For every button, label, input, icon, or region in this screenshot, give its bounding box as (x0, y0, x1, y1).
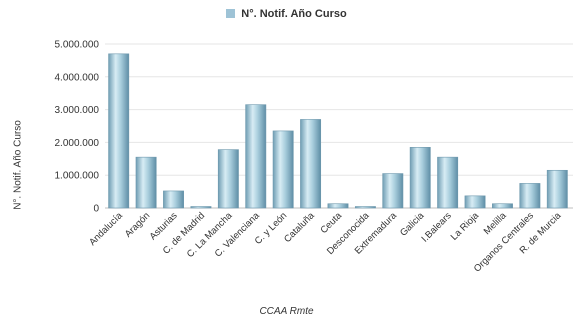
bar (409, 147, 431, 209)
x-tick-label: La Rioja (449, 210, 482, 243)
gridlines (105, 43, 573, 209)
bar (217, 149, 239, 209)
y-tick-label: 4.000.000 (55, 72, 100, 83)
bar (464, 195, 486, 209)
bar (108, 53, 130, 209)
bar (190, 206, 212, 209)
bars (108, 53, 568, 209)
bar (354, 206, 376, 209)
y-tick-label: 0 (93, 204, 99, 215)
bar (327, 203, 349, 209)
legend-label: N°. Notif. Año Curso (241, 8, 347, 20)
y-tick-label: 2.000.000 (55, 138, 100, 149)
legend-swatch (226, 9, 236, 18)
x-axis-title: CCAA Rmte (259, 306, 314, 317)
y-tick-label: 3.000.000 (55, 105, 100, 116)
bar (492, 203, 513, 209)
y-tick-labels: 0 1.000.000 2.000.000 3.000.000 4.000.000 5.0… (55, 40, 100, 215)
legend: N°. Notif. Año Curso (0, 8, 573, 20)
bar (163, 190, 184, 209)
bar (546, 169, 568, 209)
y-tick-label: 5.000.000 (55, 40, 100, 51)
bar (519, 183, 541, 209)
bar (382, 173, 404, 209)
bar (245, 104, 267, 209)
x-tick-label: Cataluña (282, 210, 317, 245)
y-tick-label: 1.000.000 (55, 171, 100, 182)
bar (272, 130, 294, 209)
x-tick-label: I.Balears (419, 210, 453, 244)
x-tick-label: Andalucía (87, 210, 125, 248)
bar (300, 119, 322, 209)
bar (135, 156, 157, 209)
bar (437, 156, 459, 209)
